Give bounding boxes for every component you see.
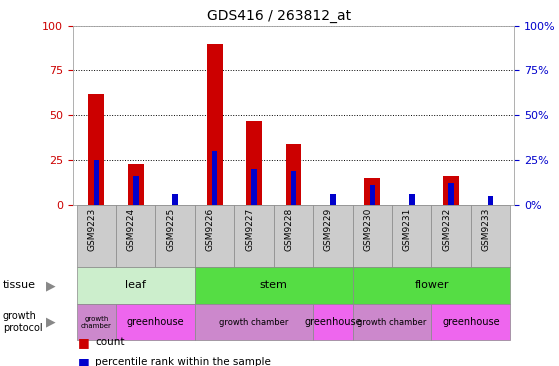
Bar [77, 205, 116, 267]
Text: count: count [95, 337, 125, 347]
Text: growth
protocol: growth protocol [3, 311, 42, 333]
Bar [246, 121, 262, 205]
Text: percentile rank within the sample: percentile rank within the sample [95, 357, 271, 366]
Text: GSM9229: GSM9229 [324, 208, 333, 251]
Bar [488, 196, 494, 205]
Bar [116, 304, 195, 340]
Text: GSM9226: GSM9226 [206, 208, 215, 251]
Bar [172, 194, 178, 205]
Text: greenhouse: greenhouse [127, 317, 184, 327]
Text: GSM9232: GSM9232 [442, 208, 451, 251]
Bar [207, 44, 222, 205]
Bar [330, 194, 335, 205]
Bar [448, 183, 454, 205]
Bar [313, 304, 353, 340]
Text: leaf: leaf [125, 280, 146, 291]
Text: growth chamber: growth chamber [219, 318, 289, 326]
Bar [195, 267, 353, 304]
Bar [353, 304, 432, 340]
Bar [409, 194, 415, 205]
Text: ■: ■ [78, 356, 90, 366]
Bar [392, 205, 432, 267]
Bar [88, 94, 104, 205]
Text: GSM9225: GSM9225 [166, 208, 175, 251]
Text: GSM9233: GSM9233 [482, 208, 491, 251]
Bar [128, 164, 144, 205]
Bar [195, 304, 313, 340]
Text: ▶: ▶ [45, 315, 55, 329]
Bar [432, 304, 510, 340]
Text: GDS416 / 263812_at: GDS416 / 263812_at [207, 9, 352, 23]
Text: GSM9224: GSM9224 [127, 208, 136, 251]
Bar [353, 267, 510, 304]
Bar [212, 151, 217, 205]
Bar [471, 205, 510, 267]
Text: flower: flower [414, 280, 449, 291]
Text: greenhouse: greenhouse [442, 317, 500, 327]
Bar [291, 171, 296, 205]
Bar [234, 205, 274, 267]
Bar [116, 205, 155, 267]
Bar [364, 178, 380, 205]
Bar [195, 205, 234, 267]
Bar [353, 205, 392, 267]
Text: GSM9228: GSM9228 [285, 208, 293, 251]
Text: GSM9230: GSM9230 [363, 208, 372, 251]
Bar [443, 176, 459, 205]
Text: greenhouse: greenhouse [304, 317, 362, 327]
Bar [286, 144, 301, 205]
Bar [313, 205, 353, 267]
Bar [252, 169, 257, 205]
Bar [93, 160, 99, 205]
Text: stem: stem [260, 280, 288, 291]
Text: ■: ■ [78, 336, 90, 349]
Bar [77, 267, 195, 304]
Text: GSM9223: GSM9223 [87, 208, 96, 251]
Bar [155, 205, 195, 267]
Bar [77, 304, 116, 340]
Text: growth
chamber: growth chamber [81, 315, 112, 329]
Bar [369, 185, 375, 205]
Bar [432, 205, 471, 267]
Text: tissue: tissue [3, 280, 36, 291]
Text: ▶: ▶ [45, 279, 55, 292]
Bar [133, 176, 139, 205]
Text: GSM9231: GSM9231 [403, 208, 412, 251]
Text: GSM9227: GSM9227 [245, 208, 254, 251]
Text: growth chamber: growth chamber [357, 318, 427, 326]
Bar [274, 205, 313, 267]
